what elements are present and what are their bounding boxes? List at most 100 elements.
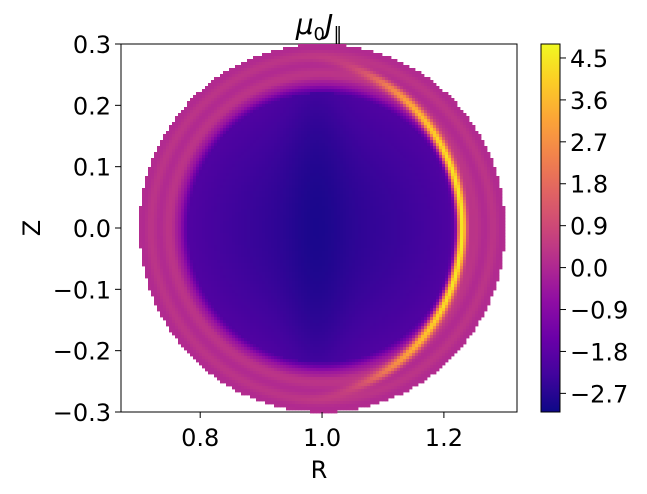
heatmap-cell bbox=[220, 200, 224, 204]
heatmap-cell bbox=[493, 185, 497, 189]
heatmap-cell bbox=[466, 158, 470, 162]
heatmap-cell bbox=[181, 191, 185, 195]
heatmap-cell bbox=[202, 191, 206, 195]
heatmap-cell bbox=[433, 158, 437, 162]
heatmap-cell bbox=[352, 137, 356, 141]
heatmap-cell bbox=[460, 140, 464, 144]
heatmap-cell bbox=[370, 182, 374, 186]
heatmap-cell bbox=[367, 203, 371, 207]
heatmap-cell bbox=[178, 188, 182, 192]
heatmap-cell bbox=[409, 80, 413, 84]
heatmap-cell bbox=[385, 194, 389, 198]
heatmap-cell bbox=[325, 131, 329, 135]
heatmap-cell bbox=[247, 185, 251, 189]
heatmap-cell bbox=[349, 158, 353, 162]
heatmap-cell bbox=[295, 170, 299, 174]
heatmap-cell bbox=[457, 116, 461, 120]
heatmap-cell bbox=[220, 95, 224, 99]
heatmap-cell bbox=[319, 116, 323, 120]
heatmap-cell bbox=[487, 152, 491, 156]
heatmap-cell bbox=[364, 113, 368, 117]
heatmap-cell bbox=[421, 95, 425, 99]
heatmap-cell bbox=[181, 143, 185, 147]
heatmap-cell bbox=[343, 203, 347, 207]
heatmap-cell bbox=[241, 131, 245, 135]
heatmap-cell bbox=[295, 128, 299, 132]
heatmap-cell bbox=[457, 203, 461, 207]
heatmap-cell bbox=[262, 131, 266, 135]
heatmap-cell bbox=[190, 113, 194, 117]
heatmap-cell bbox=[250, 62, 254, 66]
heatmap-cell bbox=[196, 137, 200, 141]
heatmap-cell bbox=[289, 191, 293, 195]
heatmap-cell bbox=[190, 206, 194, 210]
heatmap-cell bbox=[433, 86, 437, 90]
heatmap-cell bbox=[178, 200, 182, 204]
heatmap-cell bbox=[388, 92, 392, 96]
heatmap-cell bbox=[397, 197, 401, 201]
heatmap-cell bbox=[439, 158, 443, 162]
heatmap-cell bbox=[301, 50, 305, 54]
heatmap-cell bbox=[430, 152, 434, 156]
heatmap-cell bbox=[208, 203, 212, 207]
heatmap-cell bbox=[418, 158, 422, 162]
heatmap-cell bbox=[274, 62, 278, 66]
heatmap-cell bbox=[463, 194, 467, 198]
heatmap-cell bbox=[430, 161, 434, 165]
heatmap-cell bbox=[274, 86, 278, 90]
heatmap-cell bbox=[496, 182, 500, 186]
heatmap-cell bbox=[385, 86, 389, 90]
heatmap-cell bbox=[454, 188, 458, 192]
heatmap-cell bbox=[295, 194, 299, 198]
heatmap-cell bbox=[235, 71, 239, 75]
heatmap-cell bbox=[355, 110, 359, 114]
heatmap-cell bbox=[361, 137, 365, 141]
heatmap-cell bbox=[451, 131, 455, 135]
heatmap-cell bbox=[394, 182, 398, 186]
heatmap-cell bbox=[403, 113, 407, 117]
heatmap-cell bbox=[313, 74, 317, 78]
heatmap-cell bbox=[469, 158, 473, 162]
heatmap-cell bbox=[328, 191, 332, 195]
heatmap-cell bbox=[232, 131, 236, 135]
heatmap-cell bbox=[310, 65, 314, 69]
heatmap-cell bbox=[268, 188, 272, 192]
heatmap-cell bbox=[265, 140, 269, 144]
heatmap-cell bbox=[358, 80, 362, 84]
heatmap-cell bbox=[262, 62, 266, 66]
heatmap-cell bbox=[286, 92, 290, 96]
heatmap-cell bbox=[355, 80, 359, 84]
heatmap-cell bbox=[217, 119, 221, 123]
heatmap-cell bbox=[268, 197, 272, 201]
heatmap-cell bbox=[478, 176, 482, 180]
heatmap-cell bbox=[169, 176, 173, 180]
heatmap-cell bbox=[178, 149, 182, 153]
heatmap-cell bbox=[478, 164, 482, 168]
heatmap-cell bbox=[292, 134, 296, 138]
heatmap-cell bbox=[370, 95, 374, 99]
heatmap-cell bbox=[232, 167, 236, 171]
heatmap-cell bbox=[250, 155, 254, 159]
heatmap-cell bbox=[421, 107, 425, 111]
heatmap-cell bbox=[391, 140, 395, 144]
heatmap-cell bbox=[400, 152, 404, 156]
heatmap-cell bbox=[340, 176, 344, 180]
heatmap-cell bbox=[427, 95, 431, 99]
heatmap-cell bbox=[397, 74, 401, 78]
heatmap-cell bbox=[364, 89, 368, 93]
heatmap-cell bbox=[469, 128, 473, 132]
heatmap-cell bbox=[310, 191, 314, 195]
heatmap-cell bbox=[385, 68, 389, 72]
heatmap-cell bbox=[352, 203, 356, 207]
heatmap-cell bbox=[256, 68, 260, 72]
heatmap-cell bbox=[382, 161, 386, 165]
heatmap-cell bbox=[355, 113, 359, 117]
heatmap-cell bbox=[253, 83, 257, 87]
heatmap-cell bbox=[289, 155, 293, 159]
heatmap-cell bbox=[226, 104, 230, 108]
heatmap-cell bbox=[265, 182, 269, 186]
heatmap-cell bbox=[142, 206, 146, 210]
heatmap-cell bbox=[253, 152, 257, 156]
heatmap-cell bbox=[448, 113, 452, 117]
heatmap-cell bbox=[463, 173, 467, 177]
